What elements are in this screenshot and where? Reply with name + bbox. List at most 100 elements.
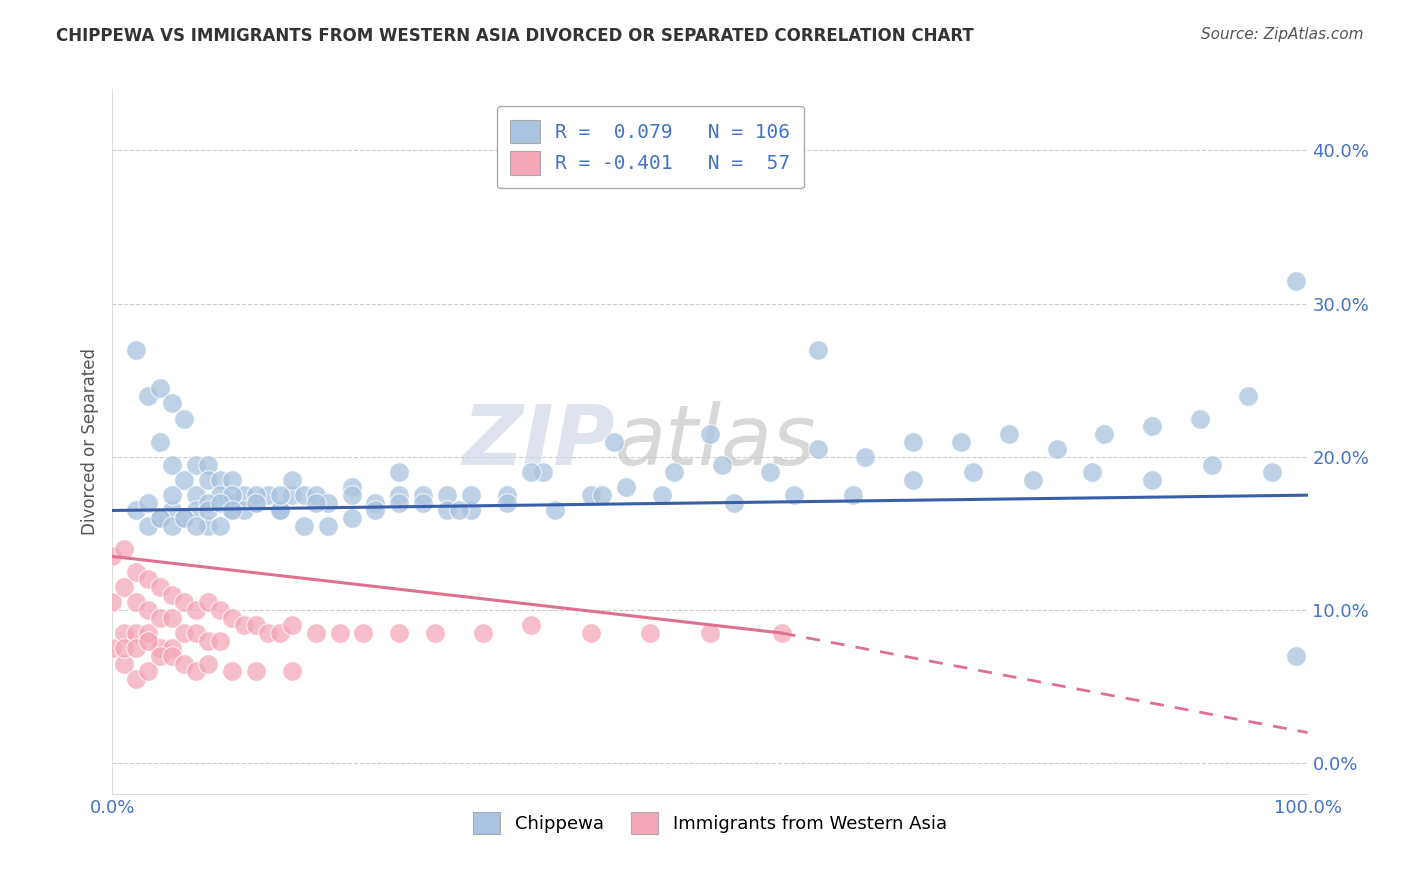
Point xyxy=(388,496,411,510)
Point xyxy=(162,610,183,624)
Point xyxy=(579,488,602,502)
Point xyxy=(412,496,434,510)
Point xyxy=(651,488,673,502)
Point xyxy=(173,511,195,525)
Point xyxy=(245,488,267,502)
Point xyxy=(186,603,208,617)
Point xyxy=(352,626,374,640)
Point xyxy=(842,488,865,502)
Point xyxy=(436,503,458,517)
Point xyxy=(186,488,208,502)
Point xyxy=(340,511,363,525)
Point xyxy=(1201,458,1223,472)
Point xyxy=(281,665,304,679)
Point xyxy=(723,496,745,510)
Point xyxy=(149,381,172,395)
Point xyxy=(388,626,411,640)
Point xyxy=(101,641,124,656)
Point xyxy=(388,488,411,502)
Point xyxy=(125,565,148,579)
Point xyxy=(114,641,135,656)
Point xyxy=(388,465,411,479)
Point xyxy=(759,465,782,479)
Point xyxy=(1189,411,1212,425)
Text: CHIPPEWA VS IMMIGRANTS FROM WESTERN ASIA DIVORCED OR SEPARATED CORRELATION CHART: CHIPPEWA VS IMMIGRANTS FROM WESTERN ASIA… xyxy=(56,27,974,45)
Point xyxy=(281,473,304,487)
Point xyxy=(197,657,219,671)
Point xyxy=(138,496,160,510)
Point xyxy=(149,434,172,449)
Point xyxy=(233,618,256,632)
Point xyxy=(173,511,195,525)
Point xyxy=(257,626,280,640)
Point xyxy=(138,603,160,617)
Point xyxy=(149,580,172,594)
Point xyxy=(221,610,243,624)
Point xyxy=(245,618,267,632)
Y-axis label: Divorced or Separated: Divorced or Separated xyxy=(80,348,98,535)
Point xyxy=(269,503,291,517)
Text: ZIP: ZIP xyxy=(461,401,614,482)
Point xyxy=(125,595,148,609)
Point xyxy=(173,473,195,487)
Point xyxy=(197,496,219,510)
Point xyxy=(1022,473,1045,487)
Point xyxy=(162,396,183,410)
Point xyxy=(1261,465,1284,479)
Point xyxy=(114,580,135,594)
Point xyxy=(197,458,219,472)
Point xyxy=(329,626,352,640)
Point xyxy=(197,503,219,517)
Point xyxy=(138,626,160,640)
Point xyxy=(1285,274,1308,288)
Point xyxy=(699,426,721,441)
Point xyxy=(962,465,984,479)
Point xyxy=(245,496,267,510)
Point xyxy=(1081,465,1104,479)
Point xyxy=(579,626,602,640)
Point xyxy=(162,458,183,472)
Point xyxy=(125,503,148,517)
Point xyxy=(125,672,148,686)
Point xyxy=(460,488,482,502)
Point xyxy=(281,488,304,502)
Point xyxy=(138,665,160,679)
Point xyxy=(616,481,638,495)
Text: atlas: atlas xyxy=(614,401,815,482)
Point xyxy=(699,626,721,640)
Point xyxy=(114,657,135,671)
Point xyxy=(186,503,208,517)
Point xyxy=(340,481,363,495)
Point xyxy=(447,503,470,517)
Point xyxy=(496,488,519,502)
Point xyxy=(138,633,160,648)
Point xyxy=(340,488,363,502)
Point xyxy=(221,473,243,487)
Point xyxy=(162,641,183,656)
Point xyxy=(162,518,183,533)
Point xyxy=(412,488,434,502)
Point xyxy=(197,633,219,648)
Point xyxy=(233,488,256,502)
Point xyxy=(221,496,243,510)
Point xyxy=(114,541,135,556)
Point xyxy=(998,426,1021,441)
Point xyxy=(186,665,208,679)
Point xyxy=(197,518,219,533)
Point xyxy=(209,633,232,648)
Point xyxy=(138,573,160,587)
Point xyxy=(269,503,291,517)
Point xyxy=(173,595,195,609)
Point xyxy=(209,473,232,487)
Point xyxy=(186,518,208,533)
Point xyxy=(138,388,160,402)
Point xyxy=(496,496,519,510)
Point xyxy=(903,434,925,449)
Point xyxy=(162,488,183,502)
Point xyxy=(101,595,124,609)
Point xyxy=(305,496,328,510)
Point xyxy=(281,618,304,632)
Point xyxy=(173,411,195,425)
Point xyxy=(425,626,447,640)
Point xyxy=(173,657,195,671)
